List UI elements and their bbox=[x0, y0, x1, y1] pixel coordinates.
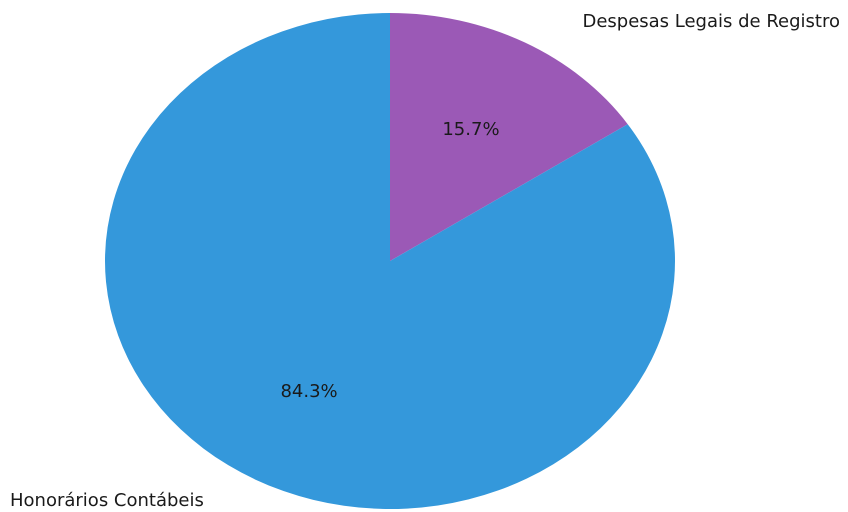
slice-percent-label: 15.7% bbox=[442, 119, 499, 140]
pie-slice bbox=[104, 13, 675, 509]
slice-category-label: Honorários Contábeis bbox=[10, 490, 204, 511]
labels-layer: 15.7% Despesas Legais de Registro 84.3% Hon… bbox=[10, 11, 840, 511]
pie-slice bbox=[390, 13, 628, 261]
slices-layer bbox=[104, 13, 675, 509]
slice-percent-label: 84.3% bbox=[280, 381, 337, 402]
slice-category-label: Despesas Legais de Registro bbox=[582, 11, 840, 32]
